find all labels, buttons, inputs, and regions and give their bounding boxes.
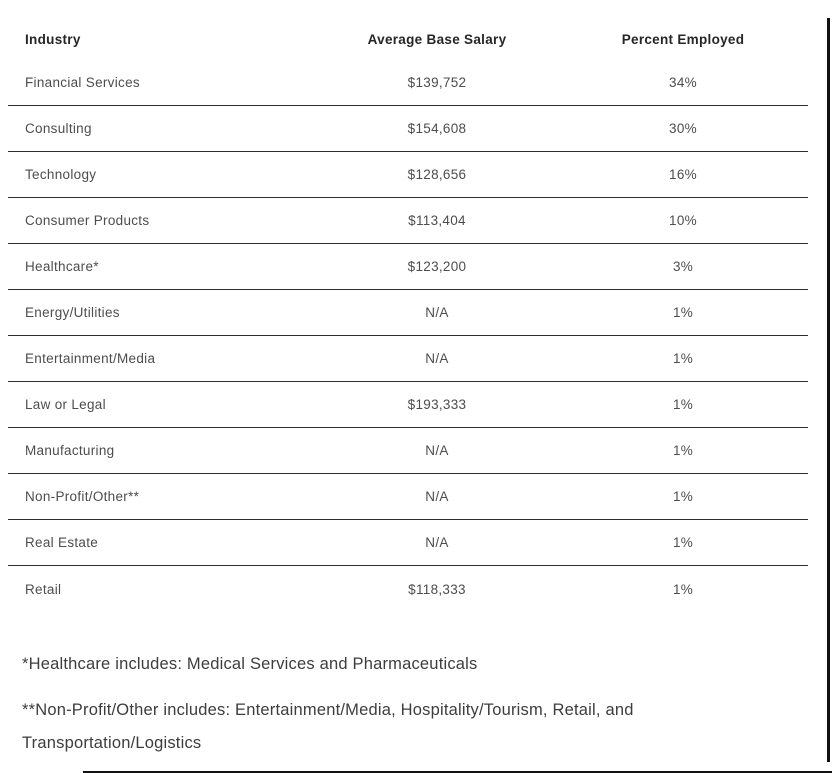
column-header-average-base-salary: Average Base Salary bbox=[367, 31, 507, 47]
salary-cell: N/A bbox=[425, 535, 449, 550]
percent-cell: 16% bbox=[669, 167, 697, 182]
table-row: Healthcare* $123,200 3% bbox=[8, 244, 808, 290]
salary-report-page: Industry Average Base Salary Percent Emp… bbox=[0, 18, 832, 773]
industry-cell: Consulting bbox=[25, 121, 92, 136]
percent-cell: 3% bbox=[672, 259, 694, 274]
salary-cell: $193,333 bbox=[407, 397, 467, 412]
salary-cell: N/A bbox=[425, 443, 449, 458]
column-header-percent-employed: Percent Employed bbox=[621, 31, 745, 47]
table-row: Consulting $154,608 30% bbox=[8, 106, 808, 152]
industry-cell: Energy/Utilities bbox=[25, 305, 120, 320]
salary-cell: $118,333 bbox=[408, 581, 466, 597]
industry-cell: Manufacturing bbox=[25, 443, 115, 458]
percent-cell: 1% bbox=[672, 581, 694, 597]
salary-cell: N/A bbox=[425, 489, 449, 504]
table-row: Entertainment/Media N/A 1% bbox=[8, 336, 808, 382]
table-row: Financial Services $139,752 34% bbox=[8, 60, 808, 106]
industry-cell: Healthcare* bbox=[25, 259, 99, 274]
industry-cell: Consumer Products bbox=[25, 213, 150, 228]
industry-cell: Real Estate bbox=[25, 535, 99, 550]
table-row: Energy/Utilities N/A 1% bbox=[8, 290, 808, 336]
percent-cell: 30% bbox=[669, 121, 697, 136]
percent-cell: 1% bbox=[672, 351, 694, 366]
percent-cell: 34% bbox=[669, 75, 697, 90]
salary-cell: $123,200 bbox=[407, 259, 467, 274]
percent-cell: 1% bbox=[672, 535, 694, 550]
table-row: Real Estate N/A 1% bbox=[8, 520, 808, 566]
industry-cell: Technology bbox=[25, 167, 97, 182]
percent-cell: 1% bbox=[672, 305, 694, 320]
table-row: Consumer Products $113,404 10% bbox=[8, 198, 808, 244]
industry-cell: Law or Legal bbox=[25, 397, 106, 412]
industry-salary-table: Industry Average Base Salary Percent Emp… bbox=[8, 18, 808, 612]
table-row: Law or Legal $193,333 1% bbox=[8, 382, 808, 428]
table-row: Technology $128,656 16% bbox=[8, 152, 808, 198]
salary-cell: $154,608 bbox=[407, 121, 467, 136]
table-row: Manufacturing N/A 1% bbox=[8, 428, 808, 474]
industry-cell: Entertainment/Media bbox=[25, 351, 156, 366]
table-row: Retail $118,333 1% bbox=[8, 566, 808, 612]
footnote-nonprofit-other: **Non-Profit/Other includes: Entertainme… bbox=[22, 701, 634, 752]
salary-cell: $128,656 bbox=[407, 167, 467, 182]
footnotes-section: *Healthcare includes: Medical Services a… bbox=[22, 648, 722, 760]
salary-cell: $113,404 bbox=[408, 213, 466, 228]
column-header-industry: Industry bbox=[25, 31, 81, 47]
salary-cell: N/A bbox=[425, 351, 449, 366]
table-header-row: Industry Average Base Salary Percent Emp… bbox=[8, 18, 808, 60]
industry-cell: Retail bbox=[25, 581, 62, 597]
percent-cell: 1% bbox=[672, 443, 694, 458]
industry-cell: Financial Services bbox=[25, 75, 140, 90]
salary-cell: N/A bbox=[425, 305, 449, 320]
window-right-border bbox=[827, 18, 830, 762]
percent-cell: 1% bbox=[672, 489, 694, 504]
table-row: Non-Profit/Other** N/A 1% bbox=[8, 474, 808, 520]
percent-cell: 10% bbox=[669, 213, 697, 228]
salary-cell: $139,752 bbox=[407, 75, 467, 90]
footnote-healthcare: *Healthcare includes: Medical Services a… bbox=[22, 655, 478, 673]
industry-cell: Non-Profit/Other** bbox=[25, 489, 140, 504]
percent-cell: 1% bbox=[672, 397, 694, 412]
